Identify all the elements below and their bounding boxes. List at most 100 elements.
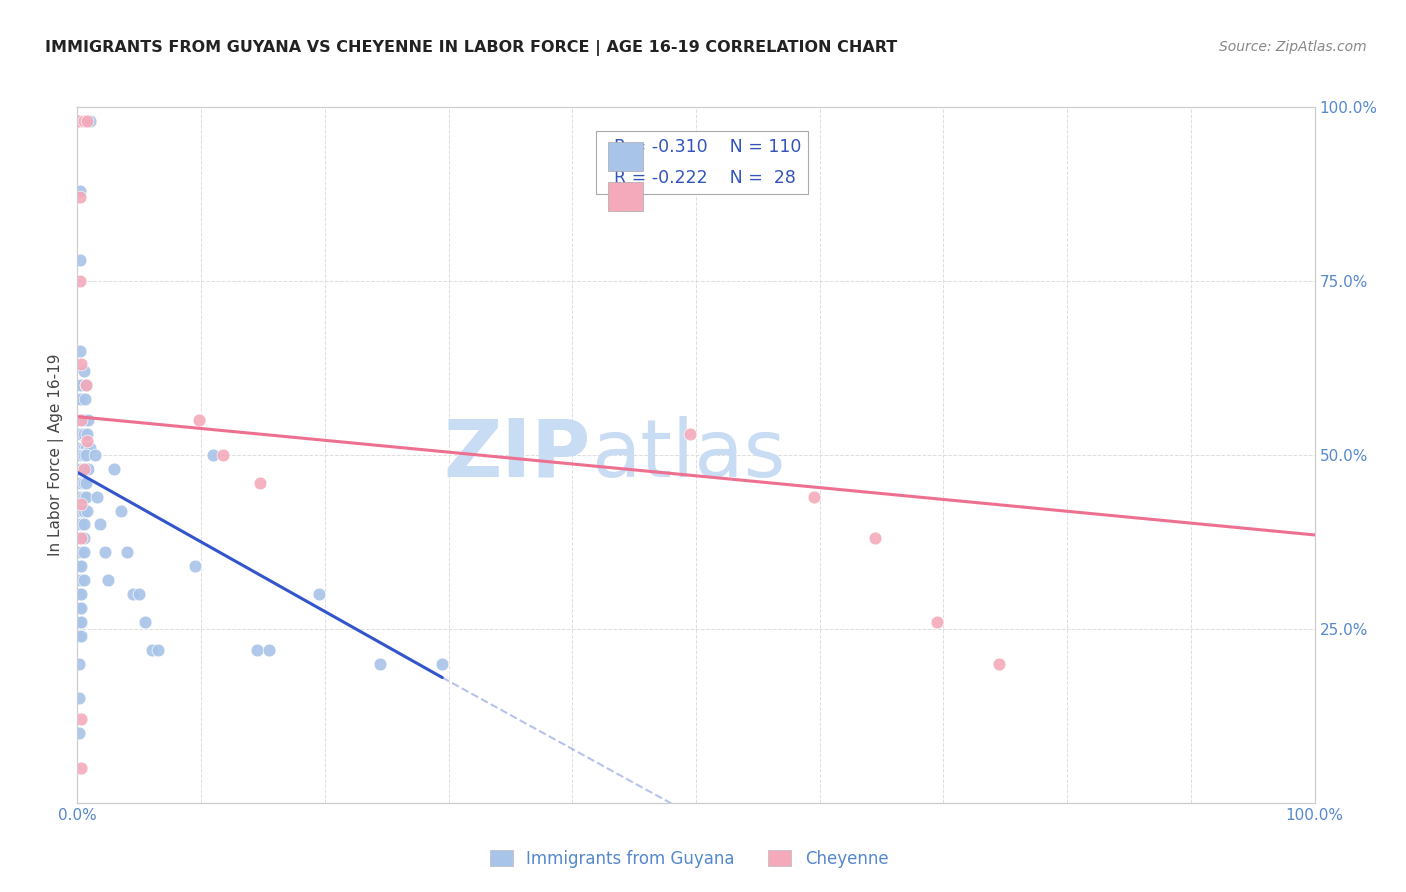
Point — [67, 427, 90, 442]
Point — [69, 343, 91, 358]
Point — [988, 657, 1011, 671]
Point — [184, 559, 207, 574]
Point — [370, 657, 392, 671]
Point — [72, 532, 94, 546]
Point — [67, 615, 90, 629]
Point — [72, 517, 94, 532]
Point — [70, 503, 93, 517]
Point — [67, 691, 90, 706]
Point — [97, 573, 120, 587]
Point — [67, 726, 90, 740]
Point — [70, 545, 93, 559]
Point — [72, 427, 94, 442]
Point — [77, 413, 100, 427]
Point — [76, 434, 98, 448]
Point — [79, 441, 101, 455]
Point — [67, 587, 90, 601]
Point — [103, 462, 125, 476]
Point — [70, 497, 93, 511]
Point — [67, 532, 90, 546]
Point — [72, 364, 94, 378]
Point — [76, 503, 98, 517]
Point — [72, 114, 94, 128]
Text: ZIP: ZIP — [443, 416, 591, 494]
Y-axis label: In Labor Force | Age 16-19: In Labor Force | Age 16-19 — [48, 353, 65, 557]
Point — [75, 475, 97, 490]
Point — [83, 448, 105, 462]
Text: R = -0.310    N = 110
  R = -0.222    N =  28: R = -0.310 N = 110 R = -0.222 N = 28 — [603, 138, 801, 187]
Point — [67, 545, 90, 559]
Point — [67, 392, 90, 407]
Point — [67, 441, 90, 455]
Point — [67, 448, 90, 462]
Point — [70, 629, 93, 643]
Point — [70, 601, 93, 615]
Point — [110, 503, 132, 517]
Point — [67, 559, 90, 574]
Point — [69, 253, 91, 268]
Point — [75, 378, 97, 392]
Point — [865, 532, 887, 546]
Point — [89, 517, 111, 532]
Point — [67, 114, 90, 128]
Point — [257, 642, 280, 657]
Point — [70, 378, 93, 392]
Point — [67, 517, 90, 532]
Point — [70, 761, 93, 775]
Point — [70, 475, 93, 490]
Point — [308, 587, 330, 601]
Point — [72, 462, 94, 476]
Point — [202, 448, 225, 462]
Point — [73, 413, 96, 427]
Point — [70, 573, 93, 587]
Point — [86, 490, 108, 504]
Point — [69, 190, 91, 204]
Point — [72, 545, 94, 559]
Point — [93, 545, 115, 559]
Point — [72, 462, 94, 476]
Point — [69, 184, 91, 198]
Point — [70, 615, 93, 629]
Point — [187, 413, 209, 427]
Bar — [609, 182, 643, 211]
Point — [67, 475, 90, 490]
Point — [67, 503, 90, 517]
Point — [141, 642, 163, 657]
Point — [76, 114, 98, 128]
Point — [73, 392, 96, 407]
Point — [128, 587, 150, 601]
Point — [70, 462, 93, 476]
Point — [70, 413, 93, 427]
Point — [70, 517, 93, 532]
Text: Source: ZipAtlas.com: Source: ZipAtlas.com — [1219, 40, 1367, 54]
Point — [75, 114, 97, 128]
Point — [70, 448, 93, 462]
Point — [70, 427, 93, 442]
Point — [72, 475, 94, 490]
Point — [70, 490, 93, 504]
Point — [67, 462, 90, 476]
Bar — [609, 142, 643, 171]
Point — [67, 657, 90, 671]
Point — [72, 441, 94, 455]
Point — [72, 448, 94, 462]
Point — [72, 503, 94, 517]
Text: IMMIGRANTS FROM GUYANA VS CHEYENNE IN LABOR FORCE | AGE 16-19 CORRELATION CHART: IMMIGRANTS FROM GUYANA VS CHEYENNE IN LA… — [45, 40, 897, 56]
Point — [246, 642, 269, 657]
Point — [75, 441, 97, 455]
Legend: Immigrants from Guyana, Cheyenne: Immigrants from Guyana, Cheyenne — [482, 844, 896, 875]
Point — [77, 462, 100, 476]
Point — [679, 427, 702, 442]
Point — [70, 559, 93, 574]
Point — [67, 114, 90, 128]
Point — [75, 448, 97, 462]
Point — [70, 392, 93, 407]
Point — [134, 615, 156, 629]
Point — [69, 274, 91, 288]
Point — [67, 378, 90, 392]
Point — [75, 490, 97, 504]
Point — [67, 413, 90, 427]
Point — [212, 448, 235, 462]
Point — [70, 441, 93, 455]
Point — [70, 532, 93, 546]
